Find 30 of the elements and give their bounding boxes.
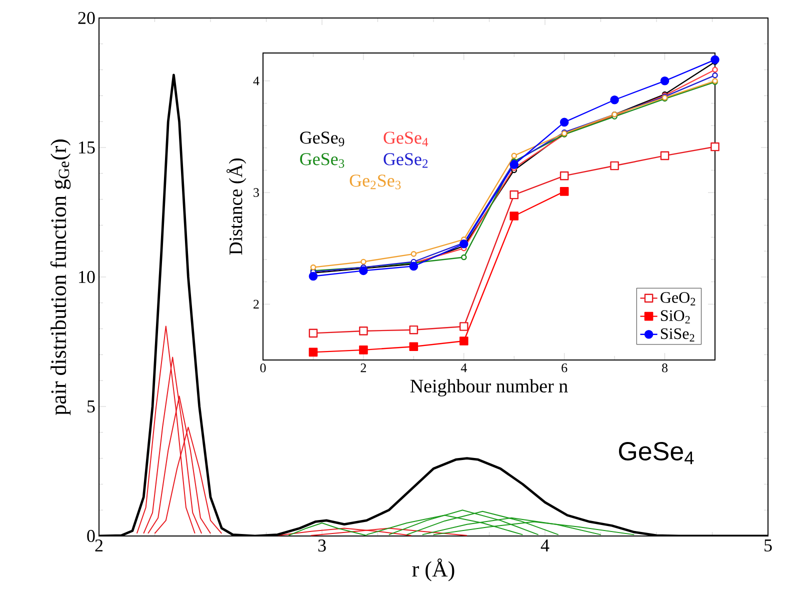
legend-label: SiSe$_{2}$	[660, 328, 694, 342]
annotation: GeSe$_{4}$	[618, 442, 694, 464]
y-tick-label: 20	[78, 12, 95, 24]
legend-label: GeO$_{2}$	[660, 292, 696, 306]
y-tick-label: 0	[87, 530, 95, 542]
x-tick-label: 2	[95, 540, 103, 552]
y-tick-label: 2	[254, 300, 259, 308]
y-tick-label: 4	[253, 76, 260, 86]
y-axis-title: Distance (Å)	[226, 158, 246, 255]
x-tick-label: 5	[764, 540, 772, 552]
x-axis-title: Neighbour number n	[410, 379, 568, 396]
legend-label: SiO$_{2}$	[660, 310, 690, 324]
x-tick-label: 4	[540, 540, 550, 552]
x-tick-label: 6	[562, 364, 568, 372]
x-tick-label: 2	[360, 364, 366, 372]
x-tick-label: 8	[662, 364, 668, 372]
text: GeSe$_{3}$	[300, 153, 344, 168]
text: GeSe$_{9}$	[300, 132, 344, 146]
y-tick-label: 10	[79, 270, 95, 284]
y-axis-title: pair distribution function g$_{Ge}$(r)	[50, 140, 71, 416]
y-tick-label: 3	[254, 188, 259, 197]
x-tick-label: 4	[460, 364, 467, 372]
x-tick-label: 0	[260, 364, 266, 372]
y-tick-label: 5	[88, 400, 95, 412]
y-tick-label: 15	[79, 141, 95, 154]
text: GeSe$_{4}$	[384, 132, 428, 146]
x-axis-title: r (Å)	[412, 558, 454, 582]
x-tick-label: 3	[318, 540, 326, 552]
text: Ge$_{2}$Se$_{3}$	[350, 174, 401, 190]
text: GeSe$_{2}$	[384, 153, 428, 168]
